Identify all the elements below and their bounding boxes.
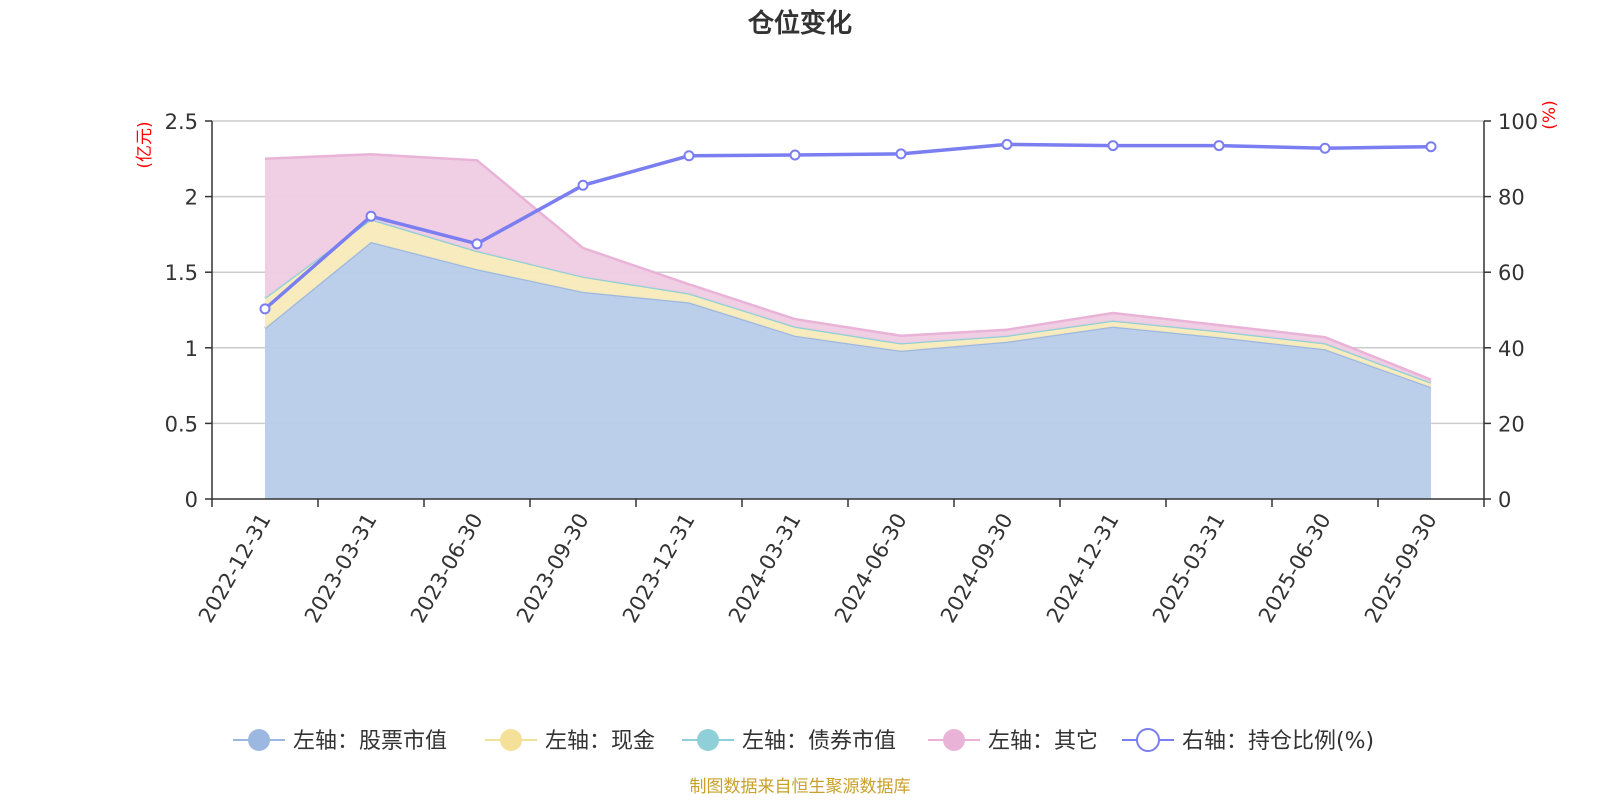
left-axis-tick-label: 0	[185, 488, 198, 512]
legend-marker-3	[943, 729, 965, 751]
line-point	[365, 210, 377, 222]
x-axis-tick-label: 2022-12-31	[194, 509, 276, 627]
line-point	[683, 150, 695, 162]
right-axis-tick-label: 0	[1498, 488, 1511, 512]
holding-ratio-line	[259, 138, 1437, 315]
left-axis-tick-label: 2.5	[165, 110, 198, 134]
legend-label-2: 左轴：债券市值	[742, 729, 896, 754]
area-左轴：其它	[265, 154, 1431, 383]
line-series-path	[263, 142, 1432, 311]
left-axis-tick-label: 1	[185, 337, 198, 361]
legend-marker-4	[1136, 728, 1160, 752]
line-point	[1425, 141, 1437, 153]
x-axis-tick-label: 2025-09-30	[1360, 509, 1442, 627]
area-edge-左轴：其它	[264, 153, 1432, 381]
line-point	[1319, 142, 1331, 154]
x-axis-tick-label: 2025-06-30	[1254, 509, 1336, 627]
x-axis-tick-label: 2024-12-31	[1042, 509, 1124, 627]
area-左轴：现金	[265, 219, 1431, 388]
right-axis-tick-label: 60	[1498, 261, 1525, 285]
line-point	[895, 148, 907, 160]
x-axis-tick-label: 2024-03-31	[724, 509, 806, 627]
right-axis-tick-label: 20	[1498, 412, 1525, 436]
line-point	[259, 303, 271, 315]
left-axis-tick-label: 0.5	[165, 412, 198, 436]
left-axis-tick-label: 2	[185, 186, 198, 210]
line-point	[789, 149, 801, 161]
legend-marker-2	[697, 729, 719, 751]
x-axis-tick-label: 2023-06-30	[406, 509, 488, 627]
right-axis-tick-label: 100	[1498, 110, 1538, 134]
chart-title: 仓位变化	[747, 8, 852, 39]
line-point	[1001, 138, 1013, 150]
x-axis-tick-label: 2023-12-31	[618, 509, 700, 627]
x-axis-tick-label: 2025-03-31	[1148, 509, 1230, 627]
right-axis-unit: (%)	[1540, 100, 1560, 129]
x-axis-tick-label: 2023-03-31	[300, 509, 382, 627]
right-axis-tick-label: 80	[1498, 186, 1525, 210]
right-axis-tick-label: 40	[1498, 337, 1525, 361]
line-point	[577, 179, 589, 191]
legend-label-3: 左轴：其它	[988, 729, 1098, 754]
legend-marker-0	[248, 729, 270, 751]
x-axis-tick-label: 2024-09-30	[936, 509, 1018, 627]
area-左轴：股票市值	[265, 242, 1431, 499]
legend-marker-1	[500, 729, 522, 751]
x-axis-tick-label: 2024-06-30	[830, 509, 912, 627]
line-point	[1107, 140, 1119, 152]
left-axis-unit: (亿元)	[135, 121, 155, 168]
source-note: 制图数据来自恒生聚源数据库	[690, 777, 911, 797]
legend-label-1: 左轴：现金	[545, 729, 655, 754]
line-point	[471, 238, 483, 250]
stacked-areas	[264, 153, 1432, 499]
x-axis-tick-label: 2023-09-30	[512, 509, 594, 627]
legend-label-4: 右轴：持仓比例(%)	[1182, 729, 1374, 754]
line-point	[1213, 140, 1225, 152]
legend-label-0: 左轴：股票市值	[293, 729, 447, 754]
legend: 左轴：股票市值 左轴：现金 左轴：债券市值 左轴：其它 右轴：持仓比例(%)	[233, 728, 1374, 754]
left-axis-tick-label: 1.5	[165, 261, 198, 285]
